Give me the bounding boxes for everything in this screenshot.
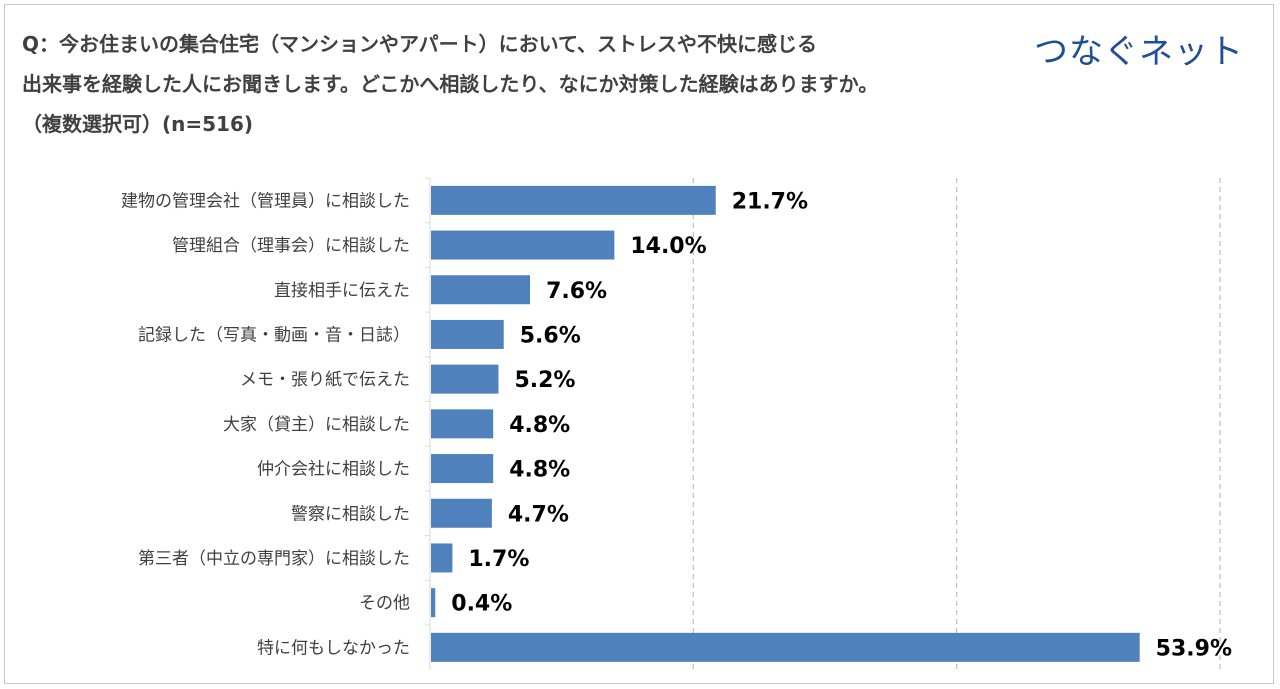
category-label-3: 直接相手に伝えた <box>274 281 410 301</box>
value-label-10: 0.4% <box>451 592 512 617</box>
category-label-2: 管理組合（理事会）に相談した <box>172 236 410 256</box>
category-label-9: 第三者（中立の専門家）に相談した <box>138 549 410 569</box>
value-label-2: 14.0% <box>630 234 706 259</box>
value-label-7: 4.8% <box>509 458 570 483</box>
bar-2 <box>431 230 615 260</box>
title-line-3: （複数選択可）(n=516) <box>22 112 254 136</box>
bar-10 <box>431 588 436 618</box>
bar-8 <box>431 498 492 528</box>
value-label-9: 1.7% <box>468 547 529 572</box>
category-label-5: メモ・張り紙で伝えた <box>240 370 410 390</box>
bar-11 <box>431 632 1140 662</box>
bar-4 <box>431 319 504 349</box>
value-label-1: 21.7% <box>732 189 808 214</box>
chart-title: Q：今お住まいの集合住宅（マンションやアパート）において、ストレスや不快に感じる… <box>22 24 1022 144</box>
value-label-4: 5.6% <box>520 323 581 348</box>
chart-frame <box>4 4 1274 684</box>
bar-7 <box>431 454 494 484</box>
value-label-11: 53.9% <box>1156 636 1232 661</box>
category-label-4: 記録した（写真・動画・音・日誌） <box>138 325 410 345</box>
category-label-1: 建物の管理会社（管理員）に相談した <box>121 191 410 211</box>
category-label-6: 大家（貸主）に相談した <box>223 415 410 435</box>
bar-3 <box>431 275 531 305</box>
bar-1 <box>431 185 716 215</box>
bar-6 <box>431 409 494 439</box>
value-label-5: 5.2% <box>514 368 575 393</box>
category-label-8: 警察に相談した <box>291 504 410 524</box>
title-line-2: 出来事を経験した人にお聞きします。どこかへ相談したり、なにか対策した経験はありま… <box>22 72 879 96</box>
category-label-10: その他 <box>359 594 410 614</box>
bar-5 <box>431 364 499 394</box>
value-label-6: 4.8% <box>509 413 570 438</box>
value-label-8: 4.7% <box>508 502 569 527</box>
title-line-1: Q：今お住まいの集合住宅（マンションやアパート）において、ストレスや不快に感じる <box>22 32 818 56</box>
bar-9 <box>431 543 453 573</box>
value-label-3: 7.6% <box>546 279 607 304</box>
category-label-11: 特に何もしなかった <box>257 638 410 658</box>
brand-logo: つなぐネット <box>1034 32 1244 72</box>
category-label-7: 仲介会社に相談した <box>257 460 410 480</box>
